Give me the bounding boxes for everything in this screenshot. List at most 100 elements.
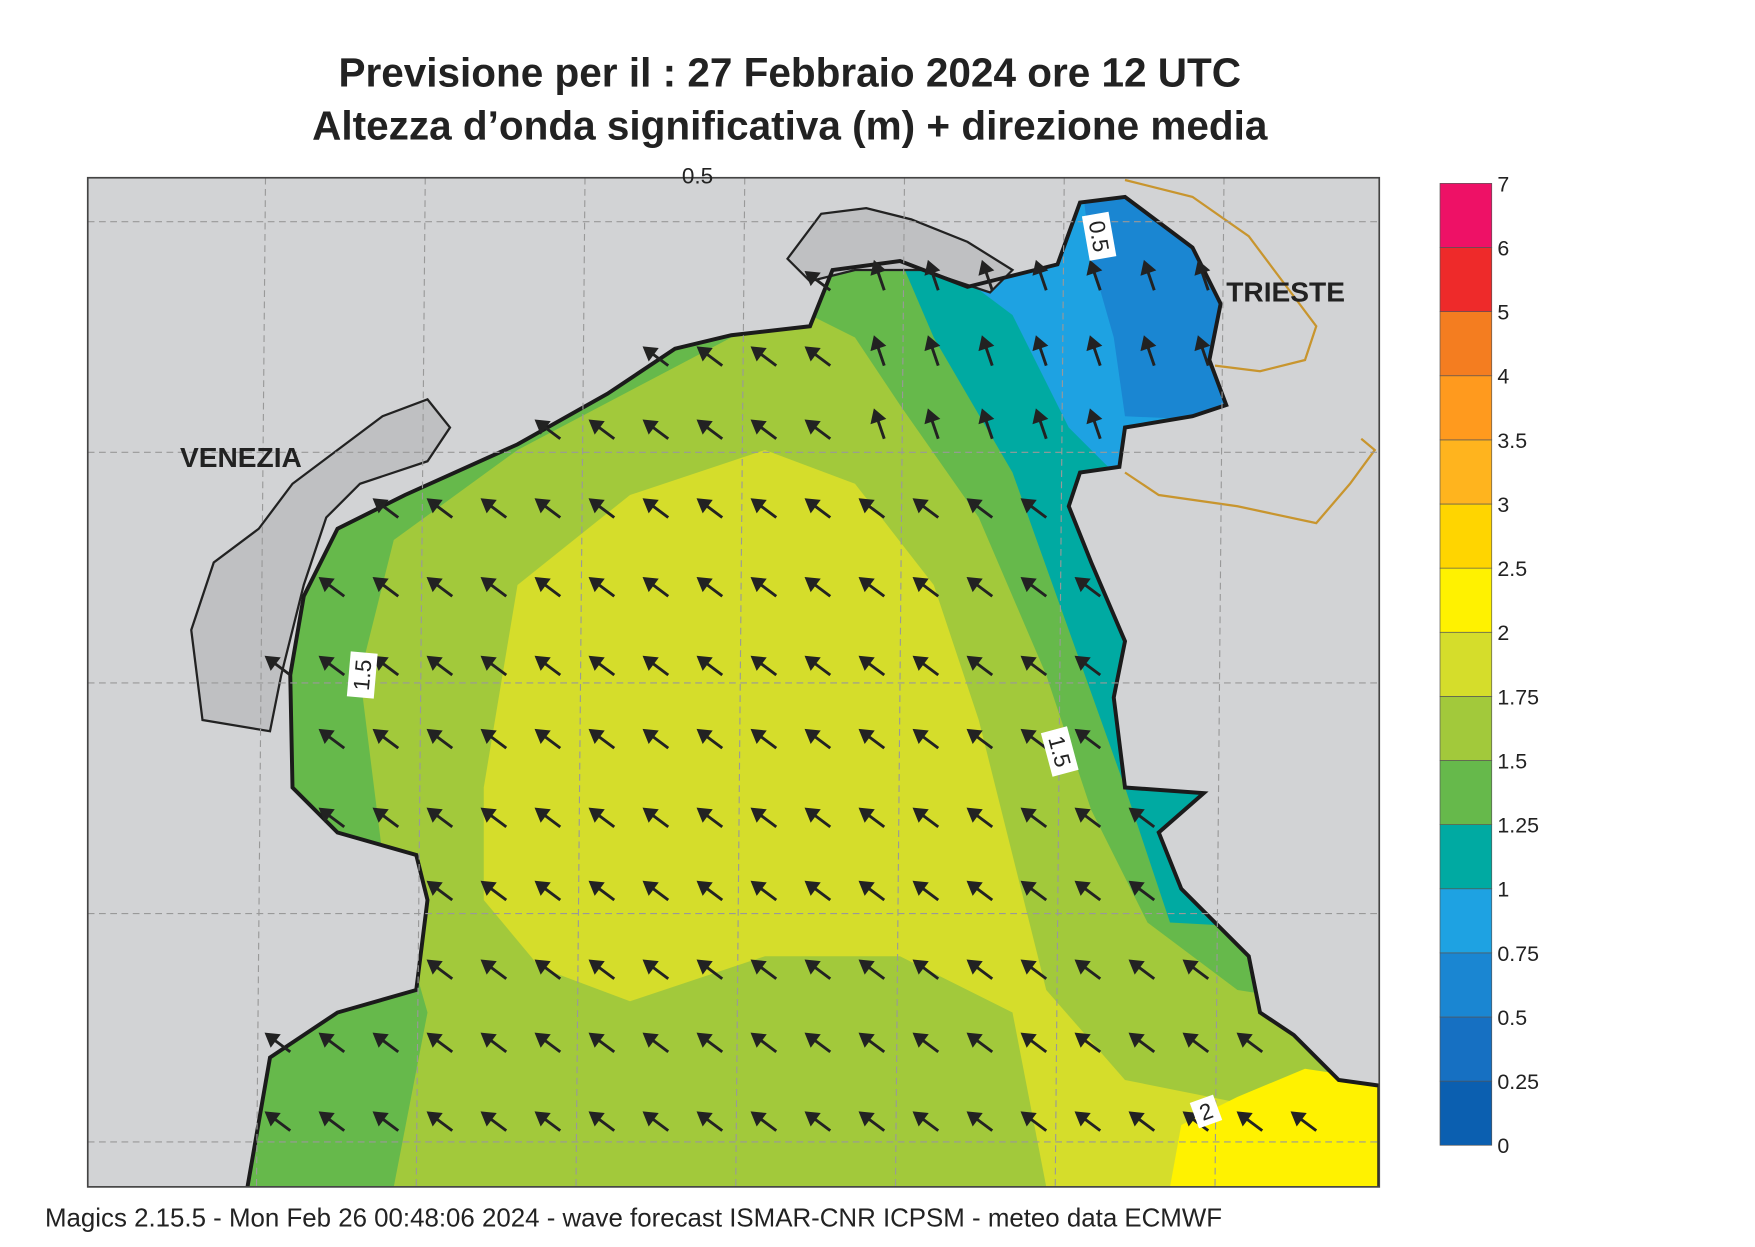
arrow <box>1020 577 1048 598</box>
arrow <box>426 880 454 902</box>
arrow <box>912 728 940 750</box>
arrow <box>1020 655 1048 677</box>
arrow <box>642 346 670 367</box>
arrow <box>1128 959 1156 980</box>
arrow <box>750 498 778 519</box>
arrow <box>912 880 940 902</box>
arrow <box>642 959 670 980</box>
arrow <box>1074 1032 1102 1054</box>
arrow <box>372 728 400 750</box>
arrow <box>318 577 346 598</box>
arrow <box>372 498 400 519</box>
place-label: VENEZIA <box>180 442 302 473</box>
label-bg <box>1189 1094 1223 1129</box>
arrow <box>804 728 832 750</box>
arrow <box>1074 959 1102 980</box>
arrow <box>858 577 886 598</box>
arrow <box>912 1032 940 1054</box>
arrow <box>588 880 616 902</box>
arrow <box>966 880 994 902</box>
contour-label: 0.5 <box>1084 219 1114 254</box>
arrow <box>924 335 941 367</box>
arrow <box>642 728 670 750</box>
arrow <box>750 728 778 750</box>
arrow <box>966 959 994 980</box>
colorbar-label: 4 <box>1497 365 1509 389</box>
arrow <box>1128 1032 1156 1054</box>
arrow <box>858 1111 886 1132</box>
arrow <box>804 419 832 440</box>
arrow <box>912 498 940 519</box>
arrow <box>426 655 454 677</box>
colorbar-bin <box>1439 696 1493 761</box>
arrow <box>426 728 454 750</box>
arrow <box>318 807 346 829</box>
colorbar-bin <box>1439 760 1493 825</box>
colorbar-label: 0.5 <box>1497 1006 1527 1030</box>
arrow <box>642 655 670 677</box>
arrow <box>318 1111 346 1132</box>
arrow <box>1086 259 1103 291</box>
arrow <box>534 498 562 519</box>
arrow <box>1194 335 1211 367</box>
arrow <box>870 335 887 367</box>
arrow <box>804 959 832 980</box>
arrow <box>1074 728 1102 750</box>
arrow <box>372 807 400 829</box>
arrow <box>1290 1111 1318 1132</box>
arrow <box>1020 807 1048 829</box>
map <box>87 177 1380 1187</box>
arrow <box>642 577 670 598</box>
contour-label: 1.5 <box>349 658 377 691</box>
colorbar-bin <box>1439 952 1493 1018</box>
colorbar-bin <box>1439 503 1493 569</box>
arrow <box>534 577 562 598</box>
arrow <box>804 807 832 829</box>
arrow <box>480 1111 508 1132</box>
arrow <box>642 419 670 440</box>
arrow <box>1182 1111 1210 1132</box>
arrow <box>978 408 995 440</box>
contour-label-box: 1.5 <box>346 651 378 699</box>
arrow <box>696 498 724 519</box>
colorbar-label: 0.75 <box>1497 942 1539 966</box>
arrow <box>966 807 994 829</box>
arrow <box>804 346 832 367</box>
arrow <box>858 728 886 750</box>
arrow <box>696 880 724 902</box>
arrow <box>750 880 778 902</box>
arrow <box>858 880 886 902</box>
arrow <box>750 807 778 829</box>
arrow <box>966 1111 994 1132</box>
arrow <box>318 655 346 677</box>
label-bg <box>346 651 378 699</box>
arrow <box>696 1111 724 1132</box>
arrow <box>696 346 724 367</box>
arrow <box>534 807 562 829</box>
arrow <box>318 1032 346 1054</box>
arrow <box>912 1111 940 1132</box>
arrow <box>804 271 832 292</box>
arrow <box>372 1032 400 1054</box>
arrow <box>978 259 995 291</box>
arrow <box>1236 1111 1264 1132</box>
arrow <box>750 1032 778 1054</box>
colorbar-label: 1.5 <box>1497 749 1527 773</box>
arrow <box>966 498 994 519</box>
arrow <box>1032 408 1049 440</box>
arrow <box>750 419 778 440</box>
direction-arrows <box>264 259 1318 1132</box>
arrow <box>588 807 616 829</box>
colorbar-label: 1.75 <box>1497 685 1539 709</box>
contour-label: 0.5 <box>682 163 713 188</box>
arrow <box>588 1111 616 1132</box>
arrow <box>1182 959 1210 980</box>
arrow <box>588 655 616 677</box>
arrow <box>264 1111 292 1132</box>
arrow <box>588 1032 616 1054</box>
colorbar-bin <box>1439 375 1493 441</box>
arrow <box>966 1032 994 1054</box>
arrow <box>534 655 562 677</box>
arrow <box>804 655 832 677</box>
